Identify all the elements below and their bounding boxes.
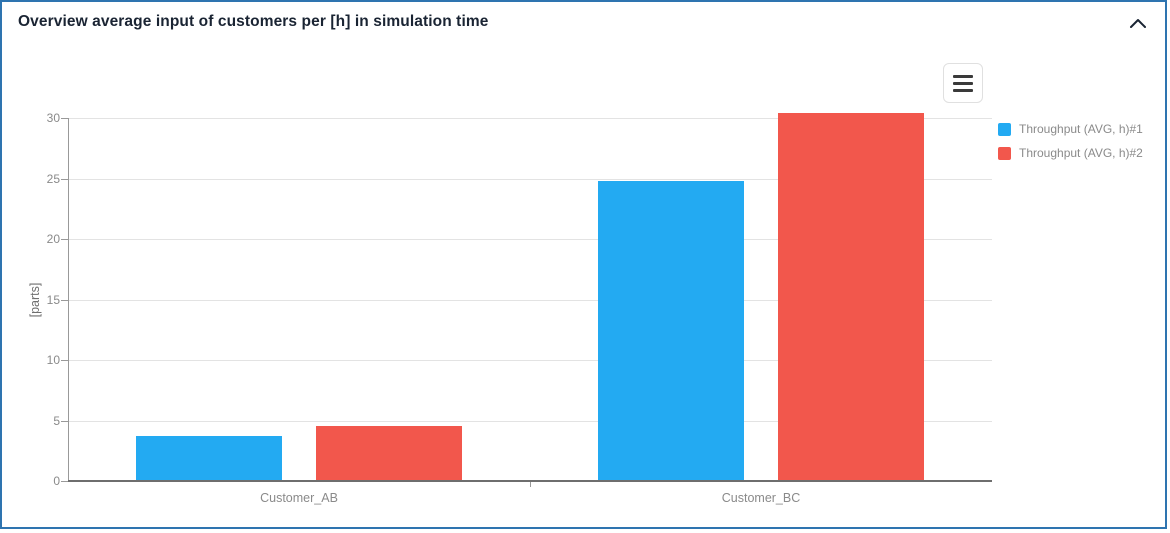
panel-title: Overview average input of customers per … xyxy=(18,13,489,30)
y-axis-tick xyxy=(61,481,68,482)
hamburger-menu-icon xyxy=(953,74,973,78)
x-axis-line xyxy=(68,480,992,482)
bar-throughput-avg-h-2-customer_ab[interactable] xyxy=(316,425,462,480)
y-axis-tick xyxy=(61,299,68,301)
x-axis-boundary-tick xyxy=(530,482,531,487)
panel-header: Overview average input of customers per … xyxy=(2,2,1165,46)
x-category-label: Customer_BC xyxy=(721,491,801,505)
y-gridline xyxy=(68,239,992,240)
x-category-label: Customer_AB xyxy=(260,491,338,505)
chart-legend: Throughput (AVG, h)#1 Throughput (AVG, h)… xyxy=(998,122,1143,160)
y-tick-label: 30 xyxy=(46,111,60,125)
y-axis-tick xyxy=(61,118,68,119)
legend-swatch-icon xyxy=(998,122,1011,136)
chart-menu-button[interactable] xyxy=(943,63,983,103)
legend-swatch-icon xyxy=(998,146,1011,160)
y-axis-tick xyxy=(61,178,68,180)
y-tick-label: 10 xyxy=(46,353,60,367)
legend-item[interactable]: Throughput (AVG, h)#1 xyxy=(998,122,1143,136)
y-tick-label: 0 xyxy=(53,474,60,488)
y-tick-label: 20 xyxy=(46,232,60,246)
y-gridline xyxy=(68,178,992,180)
y-tick-label: 25 xyxy=(46,171,60,186)
bar-throughput-avg-h-2-customer_bc[interactable] xyxy=(778,113,924,480)
legend-item[interactable]: Throughput (AVG, h)#2 xyxy=(998,146,1143,160)
y-gridline xyxy=(68,420,992,422)
y-tick-label: 15 xyxy=(46,292,60,307)
chevron-up-icon xyxy=(1130,18,1146,28)
y-axis-title: [parts] xyxy=(28,282,42,318)
y-axis-line xyxy=(68,118,69,481)
y-gridline xyxy=(68,299,992,301)
y-axis-tick xyxy=(61,239,68,240)
y-tick-label: 5 xyxy=(53,413,60,428)
y-axis-tick xyxy=(61,420,68,422)
bar-throughput-avg-h-1-customer_bc[interactable] xyxy=(598,181,744,480)
hamburger-menu-icon xyxy=(953,81,973,85)
collapse-button[interactable] xyxy=(1127,16,1149,32)
legend-label: Throughput (AVG, h)#1 xyxy=(1019,122,1143,136)
plot-area: 0 5 10 15 20 25 30 Customer_AB Customer_BC xyxy=(2,2,1165,527)
legend-label: Throughput (AVG, h)#2 xyxy=(1019,146,1143,160)
hamburger-menu-icon xyxy=(953,88,973,92)
y-gridline xyxy=(68,360,992,361)
y-axis-tick xyxy=(61,360,68,361)
y-gridline xyxy=(68,118,992,119)
bar-throughput-avg-h-1-customer_ab[interactable] xyxy=(136,436,282,480)
bar-chart: 0 5 10 15 20 25 30 Customer_AB Customer_BC [part… xyxy=(2,46,1165,527)
